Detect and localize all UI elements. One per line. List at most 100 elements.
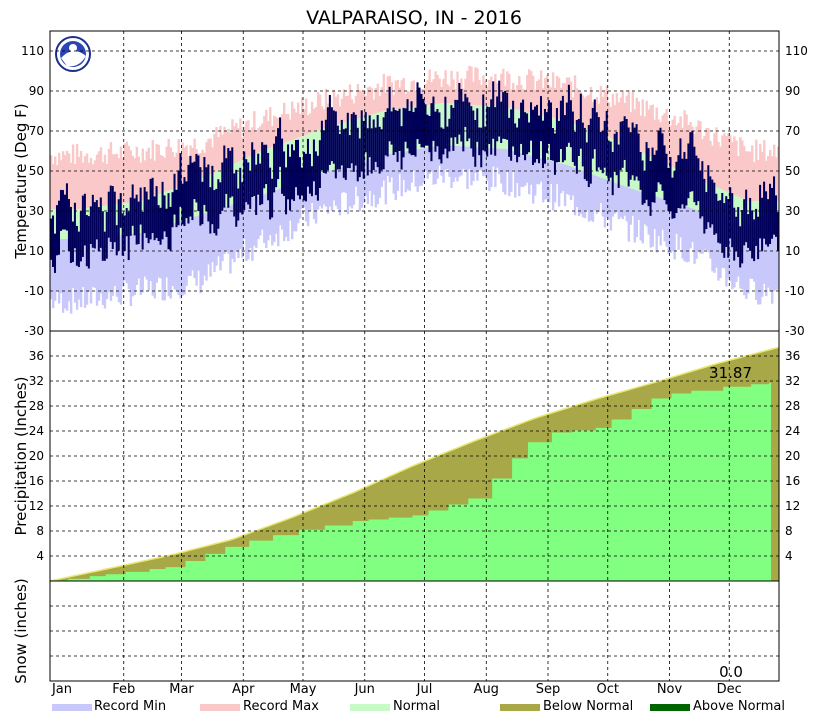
- record-max-bar: [737, 155, 740, 197]
- temperature-tick-label-left: 90: [29, 84, 44, 98]
- observed-temperature-bar: [273, 143, 276, 193]
- observed-temperature-bar: [362, 120, 365, 179]
- record-min-bar: [615, 183, 619, 213]
- observed-temperature-bar: [506, 92, 509, 140]
- record-max-bar: [334, 96, 338, 125]
- record-max-bar: [609, 107, 613, 139]
- precipitation-tick-label-right: 12: [785, 499, 800, 513]
- record-min-bar: [701, 212, 704, 254]
- record-min-bar: [358, 161, 362, 212]
- record-min-bar: [695, 209, 698, 259]
- record-min-bar: [506, 149, 509, 172]
- record-min-bar: [603, 178, 607, 228]
- temperature-axis-label: Temperature (Deg F): [12, 103, 30, 259]
- record-min-bar: [233, 204, 236, 263]
- record-max-bar: [281, 114, 284, 144]
- record-max-bar: [370, 88, 374, 115]
- record-max-bar: [59, 160, 63, 209]
- record-max-bar: [438, 78, 441, 104]
- observed-temperature-bar: [95, 200, 98, 240]
- temperature-tick-label-right: 70: [785, 124, 800, 138]
- record-max-bar: [494, 74, 497, 107]
- precipitation-tick-label-right: 28: [785, 399, 800, 413]
- record-min-bar: [217, 209, 220, 257]
- record-min-bar: [458, 146, 461, 177]
- record-min-bar: [207, 212, 210, 265]
- record-max-bar: [123, 143, 127, 204]
- record-max-bar: [583, 98, 587, 129]
- observed-temperature-bar: [755, 208, 758, 246]
- record-max-bar: [613, 105, 617, 141]
- legend-swatch-normal: [350, 704, 390, 711]
- observed-temperature-bar: [75, 225, 78, 266]
- observed-temperature-bar: [775, 195, 778, 237]
- record-max-bar: [143, 160, 147, 200]
- record-min-bar: [167, 224, 170, 297]
- record-max-bar: [767, 156, 770, 201]
- record-max-bar: [342, 89, 346, 123]
- record-max-bar: [432, 79, 435, 105]
- record-max-bar: [615, 93, 619, 141]
- record-min-bar: [175, 222, 178, 291]
- observed-temperature-bar: [123, 215, 126, 251]
- observed-temperature-bar: [374, 127, 377, 162]
- observed-temperature-bar: [51, 215, 55, 268]
- record-max-bar: [745, 151, 748, 201]
- record-min-bar: [237, 202, 240, 259]
- record-min-bar: [649, 194, 652, 248]
- record-min-bar: [667, 200, 670, 254]
- observed-temperature-bar: [145, 191, 148, 238]
- record-min-bar: [689, 207, 692, 249]
- record-min-bar: [697, 210, 700, 251]
- observed-temperature-bar: [777, 212, 780, 251]
- record-min-bar: [555, 162, 559, 185]
- record-max-bar: [205, 142, 208, 177]
- temperature-tick-label-left: -10: [24, 284, 44, 298]
- observed-temperature-bar: [287, 144, 290, 200]
- record-min-bar: [635, 190, 638, 238]
- record-max-bar: [338, 106, 342, 124]
- observed-temperature-bar: [211, 165, 214, 225]
- record-min-bar: [213, 210, 216, 273]
- record-max-bar: [103, 154, 107, 206]
- record-max-bar: [362, 90, 366, 117]
- record-min-bar: [135, 233, 139, 286]
- record-min-bar: [267, 192, 270, 241]
- month-label: Jun: [354, 682, 375, 697]
- observed-temperature-bar: [528, 122, 531, 153]
- record-min-bar: [669, 201, 672, 254]
- record-max-bar: [541, 88, 545, 116]
- record-max-bar: [239, 118, 242, 161]
- observed-temperature-bar: [737, 207, 740, 258]
- record-min-bar: [294, 182, 298, 232]
- observed-temperature-bar: [336, 125, 339, 170]
- normal-range-bar: [310, 132, 314, 177]
- legend: Record Min Record Max Normal Below Norma…: [52, 699, 785, 714]
- observed-temperature-bar: [541, 120, 545, 169]
- precipitation-tick-label-left: 4: [36, 549, 44, 563]
- record-max-bar: [253, 111, 256, 155]
- record-min-bar: [484, 147, 487, 176]
- observed-temperature-bar: [89, 206, 92, 244]
- observed-temperature-bar: [563, 115, 566, 161]
- record-max-bar: [213, 133, 216, 173]
- record-max-bar: [555, 75, 559, 119]
- record-max-bar: [719, 146, 722, 189]
- record-max-bar: [514, 89, 517, 110]
- record-max-bar: [571, 97, 575, 124]
- record-min-bar: [378, 156, 382, 198]
- month-label: Feb: [112, 682, 135, 697]
- observed-temperature-bar: [151, 177, 154, 234]
- record-min-bar: [510, 150, 513, 192]
- normal-range-bar: [478, 105, 481, 148]
- record-min-bar: [498, 148, 501, 175]
- record-max-bar: [599, 85, 603, 135]
- observed-temperature-bar: [633, 127, 636, 181]
- record-max-bar: [436, 75, 439, 104]
- record-max-bar: [753, 162, 756, 201]
- record-max-bar: [348, 84, 352, 121]
- record-max-bar: [336, 94, 340, 125]
- record-max-bar: [111, 154, 115, 205]
- observed-temperature-bar: [751, 210, 754, 259]
- observed-temperature-bar: [615, 131, 618, 176]
